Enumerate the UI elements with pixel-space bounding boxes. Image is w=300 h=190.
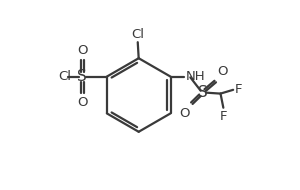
Text: NH: NH [185, 70, 205, 83]
Text: F: F [235, 83, 242, 96]
Text: O: O [179, 107, 190, 120]
Text: O: O [77, 44, 88, 57]
Text: Cl: Cl [58, 70, 71, 83]
Text: S: S [77, 69, 87, 84]
Text: O: O [218, 65, 228, 78]
Text: Cl: Cl [131, 28, 144, 41]
Text: O: O [77, 96, 88, 109]
Text: F: F [220, 110, 227, 123]
Text: S: S [198, 85, 208, 100]
